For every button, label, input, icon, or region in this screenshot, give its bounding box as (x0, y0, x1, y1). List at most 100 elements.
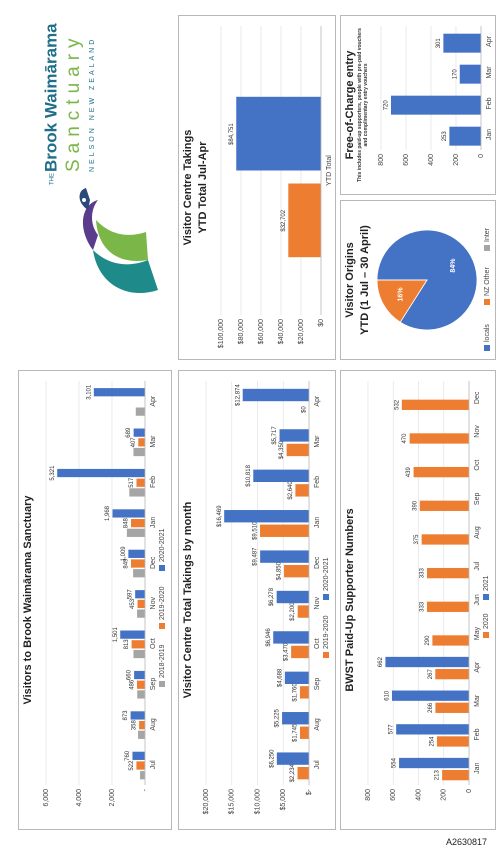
y-tick-label: $40,000 (278, 319, 285, 344)
x-tick-label: Nov (474, 425, 481, 438)
x-tick-label: Apr (486, 35, 493, 47)
legend-label: 2019-2020 (323, 615, 330, 649)
bar (276, 752, 309, 765)
bar (391, 690, 469, 701)
chart-title: Free-of-Charge entry (344, 50, 356, 160)
plot: - 2,000 4,000 6,000 522 358 486 813 453 849 848 517… (43, 381, 166, 807)
bar (57, 468, 146, 478)
bar (396, 724, 470, 735)
data-label: $9,510 (253, 521, 259, 540)
logo-location: NELSON NEW ZEALAND (89, 37, 96, 172)
legend-label: locals (484, 324, 491, 342)
x-tick-label: May (474, 626, 481, 640)
x-tick-label: Nov (150, 596, 157, 609)
data-label: 689 (126, 427, 132, 438)
x-tick-label: Feb (150, 476, 157, 488)
logo-graphic: THE Brook Waimārama Sanctuary NELSON NEW… (41, 23, 158, 294)
y-tick-label: $0 (318, 319, 325, 327)
bar (93, 388, 145, 397)
bar (137, 609, 146, 618)
bar (136, 761, 146, 770)
data-label: 660 (127, 669, 133, 680)
data-label: 213 (435, 770, 441, 781)
plot: $0 $20,000 $40,000 $60,000 $80,000 $100,000 $3… (218, 26, 333, 348)
x-tick-label: Jul (314, 760, 321, 769)
bar (443, 33, 481, 53)
data-label: $2,234 (290, 763, 296, 782)
x-tick-label: Mar (150, 435, 157, 448)
legend-label: 2018-2019 (159, 644, 166, 678)
data-label: 290 (425, 635, 431, 646)
y-tick-label: 4,000 (76, 789, 83, 807)
bar (297, 605, 309, 618)
data-label: 522 (129, 760, 135, 771)
bar (459, 64, 481, 84)
x-tick-label: YTD Total (326, 155, 333, 186)
chart-panel: BWST Paid-Up Supporter Numbers 0 200 400 600… (340, 370, 496, 830)
x-tick-label: Feb (474, 728, 481, 740)
data-label: 517 (129, 477, 135, 488)
data-label: $2,640 (288, 481, 294, 500)
x-tick-label: Apr (150, 395, 157, 407)
legend-label: 2020-2021 (323, 557, 330, 591)
bar (273, 631, 310, 644)
data-label: 1,009 (121, 546, 127, 562)
bar (297, 766, 310, 780)
y-tick-label: 0 (466, 789, 473, 793)
bar (409, 433, 469, 444)
data-label: 1,501 (113, 627, 119, 643)
y-tick-label: $100,000 (218, 319, 225, 348)
data-label: 3,101 (86, 384, 92, 400)
data-label: 1,968 (105, 505, 111, 521)
plot: 0 200 400 600 800 213 254 266 267 290 333 333 375 390… (365, 381, 490, 801)
plot: $- $5,000 $10,000 $15,000 $20,000 $2,234 $1,74… (203, 381, 330, 814)
data-label: $32,702 (281, 209, 287, 231)
y-tick-label: $80,000 (238, 319, 245, 344)
bar (279, 429, 309, 442)
bar (399, 757, 469, 769)
x-tick-label: Dec (314, 556, 321, 569)
chart-panel: Visitor Centre Total Takings by month $- $… (178, 370, 336, 830)
y-tick-label: 800 (378, 154, 385, 166)
x-tick-label: Aug (314, 718, 321, 731)
legend-swatch (323, 594, 329, 600)
data-label: $9,487 (253, 547, 259, 566)
bar (442, 769, 469, 781)
x-tick-label: Jan (314, 517, 321, 528)
data-label: $84,751 (229, 123, 235, 145)
data-label: 84% (450, 258, 457, 273)
legend-label: 2020 (483, 613, 490, 629)
data-label: $1,745 (293, 723, 299, 742)
bar (135, 590, 145, 599)
bar (426, 601, 469, 612)
y-tick-label: 600 (403, 154, 410, 166)
data-label: $5,225 (275, 708, 281, 727)
x-tick-label: Aug (150, 718, 157, 731)
logo-name: Brook Waimārama (41, 23, 60, 172)
bar (435, 702, 470, 713)
y-tick-label: 0 (478, 154, 485, 158)
x-tick-label: Sep (474, 493, 481, 506)
x-tick-label: Jun (474, 594, 481, 605)
logo-shape (96, 220, 148, 261)
y-tick-label: 200 (441, 789, 448, 801)
bar (138, 438, 145, 447)
bar (137, 599, 145, 609)
legend-swatch (484, 299, 490, 305)
bar (299, 686, 309, 699)
bar (432, 635, 469, 646)
data-label: $12,874 (235, 384, 241, 406)
bar (136, 680, 146, 689)
x-tick-label: Sep (314, 678, 321, 691)
logo-the: THE (50, 173, 56, 185)
y-tick-label: $20,000 (203, 789, 210, 814)
x-tick-label: Jan (150, 517, 157, 528)
data-label: 254 (430, 736, 436, 747)
bar (449, 126, 481, 146)
bar (282, 712, 309, 725)
data-label: 301 (436, 38, 442, 49)
pie-slice (376, 279, 428, 323)
chart-title: Visitor Origins (344, 242, 356, 318)
y-tick-label: $- (306, 788, 313, 795)
